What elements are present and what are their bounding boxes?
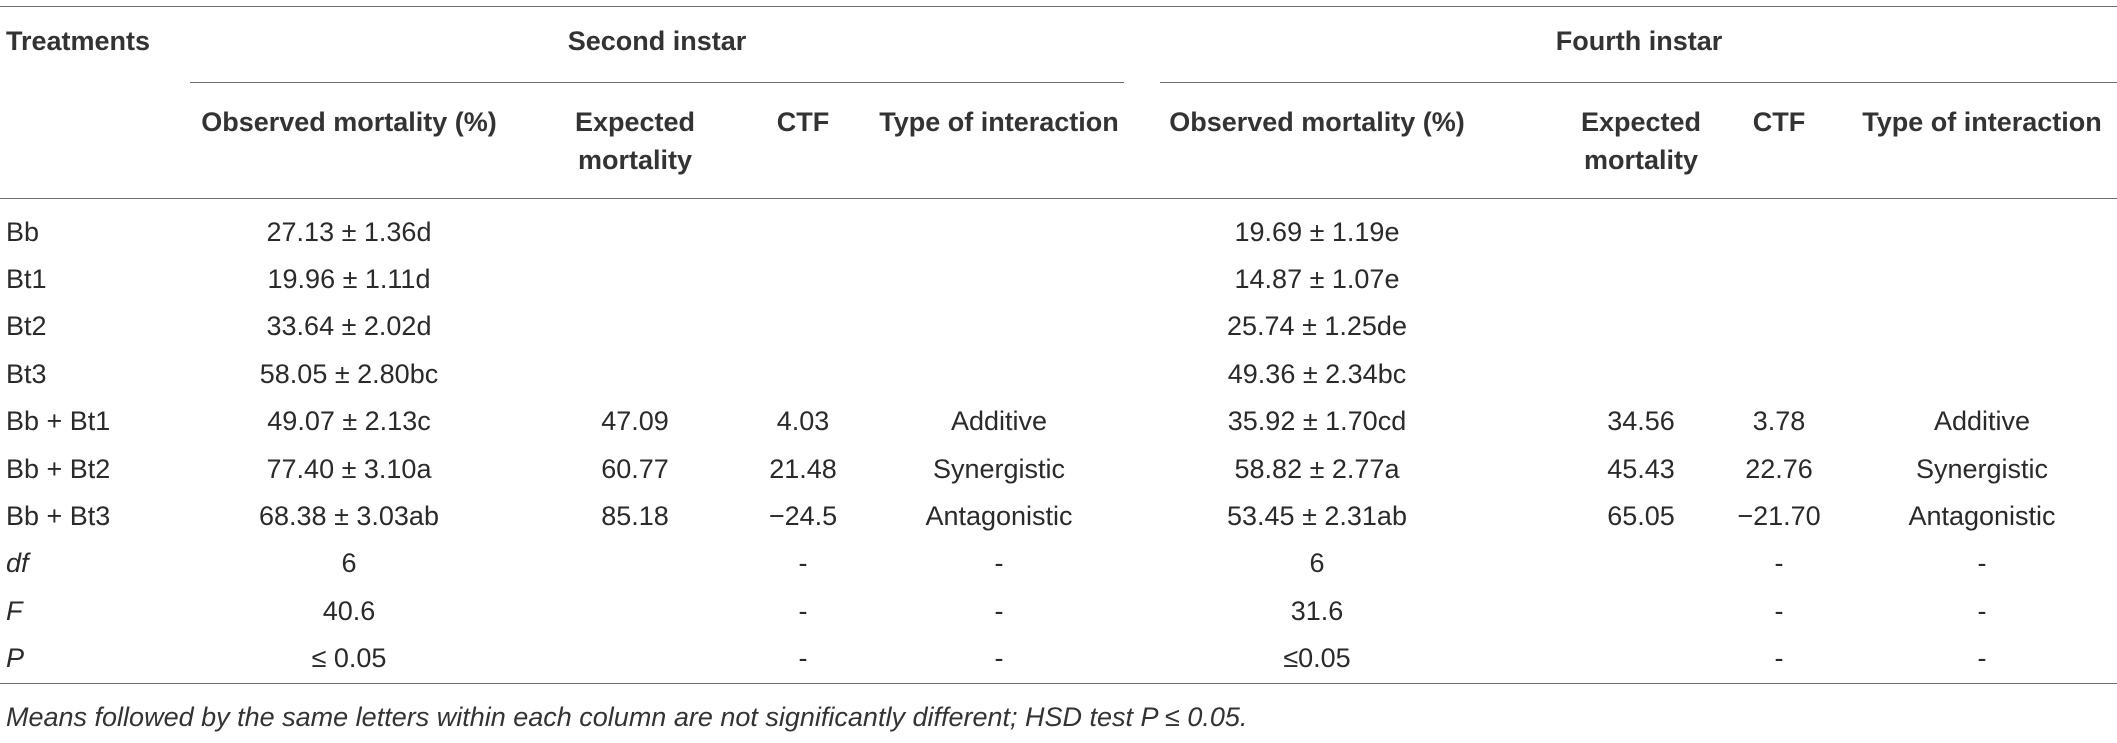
cell-fourth-observed: 58.82 ± 2.77a	[1234, 454, 1400, 484]
cell-second-interaction: -	[994, 548, 1004, 578]
cell-second-ctf: -	[798, 548, 808, 578]
header-bottom-rule	[0, 198, 2117, 199]
header-second-instar: Second instar	[567, 26, 747, 56]
cell-treatment: F	[6, 596, 23, 626]
cell-treatment: Bb + Bt2	[6, 454, 111, 484]
cell-second-observed: 19.96 ± 1.11d	[267, 264, 431, 294]
cell-second-ctf: -	[798, 596, 808, 626]
cell-second-observed: 77.40 ± 3.10a	[266, 454, 432, 484]
cell-fourth-observed: 49.36 ± 2.34bc	[1227, 359, 1407, 389]
cell-fourth-expected: 65.05	[1607, 501, 1675, 531]
cell-second-interaction: -	[994, 596, 1004, 626]
cell-fourth-observed: 14.87 ± 1.07e	[1234, 264, 1400, 294]
cell-fourth-observed: 25.74 ± 1.25de	[1227, 311, 1407, 341]
cell-treatment: P	[6, 643, 25, 673]
cell-second-observed: 33.64 ± 2.02d	[266, 311, 432, 341]
table-top-rule	[0, 6, 2117, 7]
cell-second-interaction: Synergistic	[932, 454, 1066, 484]
cell-second-expected: 47.09	[601, 406, 669, 436]
header-fourth-instar: Fourth instar	[1555, 26, 1723, 56]
cell-second-ctf: −24.5	[768, 501, 838, 531]
header-treatments: Treatments	[6, 26, 151, 56]
cell-second-observed: 6	[341, 548, 357, 578]
header-fourth-observed: Observed mortality (%)	[1169, 107, 1465, 137]
cell-second-observed: 27.13 ± 1.36d	[266, 217, 432, 247]
cell-fourth-observed: 6	[1309, 548, 1325, 578]
cell-second-ctf: 21.48	[769, 454, 837, 484]
cell-second-interaction: Additive	[950, 406, 1048, 436]
cell-fourth-ctf: −21.70	[1737, 501, 1821, 531]
cell-fourth-interaction: -	[1977, 643, 1987, 673]
cell-second-interaction: -	[994, 643, 1004, 673]
cell-treatment: Bt2	[6, 311, 47, 341]
cell-second-ctf: -	[798, 643, 808, 673]
header-fourth-expected-line2: mortality	[1583, 145, 1699, 175]
cell-fourth-expected: 34.56	[1607, 406, 1675, 436]
header-fourth-expected-line1: Expected	[1580, 107, 1702, 137]
cell-fourth-ctf: 22.76	[1745, 454, 1813, 484]
cell-second-expected: 60.77	[601, 454, 669, 484]
cell-second-ctf: 4.03	[776, 406, 830, 436]
cell-fourth-observed: ≤0.05	[1283, 643, 1351, 673]
cell-fourth-ctf: 3.78	[1752, 406, 1806, 436]
second-instar-underline	[190, 82, 1124, 83]
cell-second-observed: 40.6	[322, 596, 376, 626]
cell-treatment: df	[6, 548, 29, 578]
cell-fourth-ctf: -	[1774, 548, 1784, 578]
cell-second-observed: ≤ 0.05	[311, 643, 387, 673]
cell-second-observed: 58.05 ± 2.80bc	[259, 359, 439, 389]
table-bottom-rule	[0, 683, 2117, 684]
fourth-instar-underline	[1160, 82, 2117, 83]
cell-fourth-expected: 45.43	[1607, 454, 1675, 484]
cell-fourth-observed: 19.69 ± 1.19e	[1234, 217, 1400, 247]
cell-fourth-ctf: -	[1774, 596, 1784, 626]
cell-fourth-observed: 31.6	[1290, 596, 1344, 626]
cell-treatment: Bt1	[6, 264, 47, 294]
header-second-observed: Observed mortality (%)	[201, 107, 497, 137]
cell-second-interaction: Antagonistic	[925, 501, 1073, 531]
header-second-ctf: CTF	[776, 107, 830, 137]
cell-treatment: Bb + Bt1	[6, 406, 111, 436]
cell-fourth-interaction: Additive	[1933, 406, 2031, 436]
header-second-expected-line2: mortality	[577, 145, 693, 175]
cell-fourth-interaction: Antagonistic	[1908, 501, 2056, 531]
cell-second-expected: 85.18	[601, 501, 669, 531]
cell-fourth-ctf: -	[1774, 643, 1784, 673]
header-second-expected-line1: Expected	[574, 107, 696, 137]
header-fourth-interaction: Type of interaction	[1862, 107, 2102, 137]
header-second-interaction: Type of interaction	[879, 107, 1119, 137]
cell-treatment: Bb	[6, 217, 40, 247]
cell-treatment: Bb + Bt3	[6, 501, 111, 531]
cell-treatment: Bt3	[6, 359, 47, 389]
cell-second-observed: 68.38 ± 3.03ab	[259, 501, 439, 531]
cell-fourth-interaction: -	[1977, 596, 1987, 626]
cell-second-observed: 49.07 ± 2.13c	[267, 406, 431, 436]
cell-fourth-observed: 35.92 ± 1.70cd	[1227, 406, 1407, 436]
header-fourth-ctf: CTF	[1752, 107, 1806, 137]
cell-fourth-interaction: Synergistic	[1915, 454, 2049, 484]
table-footnote: Means followed by the same letters withi…	[6, 702, 1248, 732]
cell-fourth-interaction: -	[1977, 548, 1987, 578]
cell-fourth-observed: 53.45 ± 2.31ab	[1227, 501, 1407, 531]
